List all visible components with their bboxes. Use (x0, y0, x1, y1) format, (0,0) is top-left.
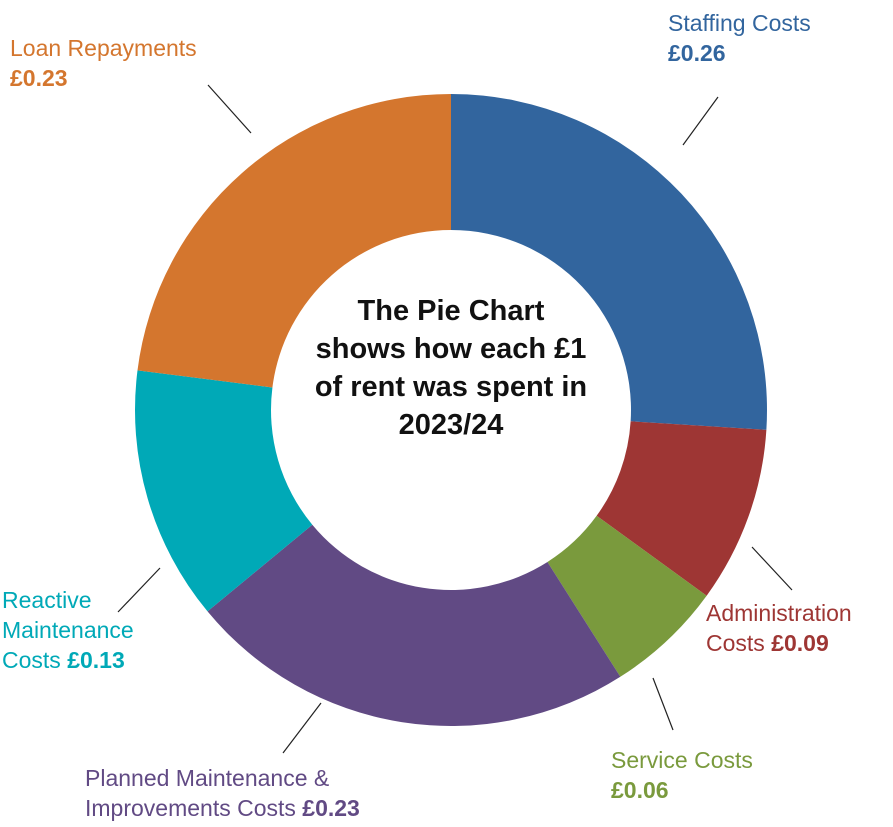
donut-slice (134, 370, 313, 612)
leader-line (117, 567, 161, 613)
value-label: £0.09 (771, 630, 829, 656)
donut-slice (137, 94, 451, 388)
slice-label: Service Costs £0.06 (611, 745, 831, 805)
slice-label: Planned Maintenance & Improvements Costs… (85, 763, 415, 823)
value-label: £0.13 (67, 647, 125, 673)
category-name: Reactive Maintenance Costs (2, 587, 134, 673)
value-label: £0.23 (302, 795, 360, 821)
value-label: £0.06 (611, 777, 669, 803)
category-name: Service Costs (611, 747, 753, 773)
value-label: £0.26 (668, 40, 726, 66)
leader-line (652, 677, 674, 731)
donut-slice (207, 524, 621, 726)
leader-line (751, 546, 793, 591)
center-title: The Pie Chart shows how each £1 of rent … (314, 295, 588, 441)
category-name: Loan Repayments (10, 35, 197, 61)
donut-slice (451, 94, 767, 430)
donut-slice (596, 421, 767, 596)
slice-label: Staffing Costs £0.26 (668, 8, 888, 68)
category-name: Administration Costs (706, 600, 852, 656)
leader-line (682, 96, 719, 146)
slice-label: Loan Repayments £0.23 (10, 33, 270, 93)
value-label: £0.23 (10, 65, 68, 91)
category-name: Planned Maintenance & Improvements Costs (85, 765, 330, 821)
slice-label: Reactive Maintenance Costs £0.13 (2, 585, 162, 675)
slice-label: Administration Costs £0.09 (706, 598, 888, 658)
leader-line (282, 702, 322, 754)
donut-slice (547, 515, 707, 677)
leader-line (207, 84, 252, 134)
category-name: Staffing Costs (668, 10, 811, 36)
leader-lines (117, 84, 793, 754)
